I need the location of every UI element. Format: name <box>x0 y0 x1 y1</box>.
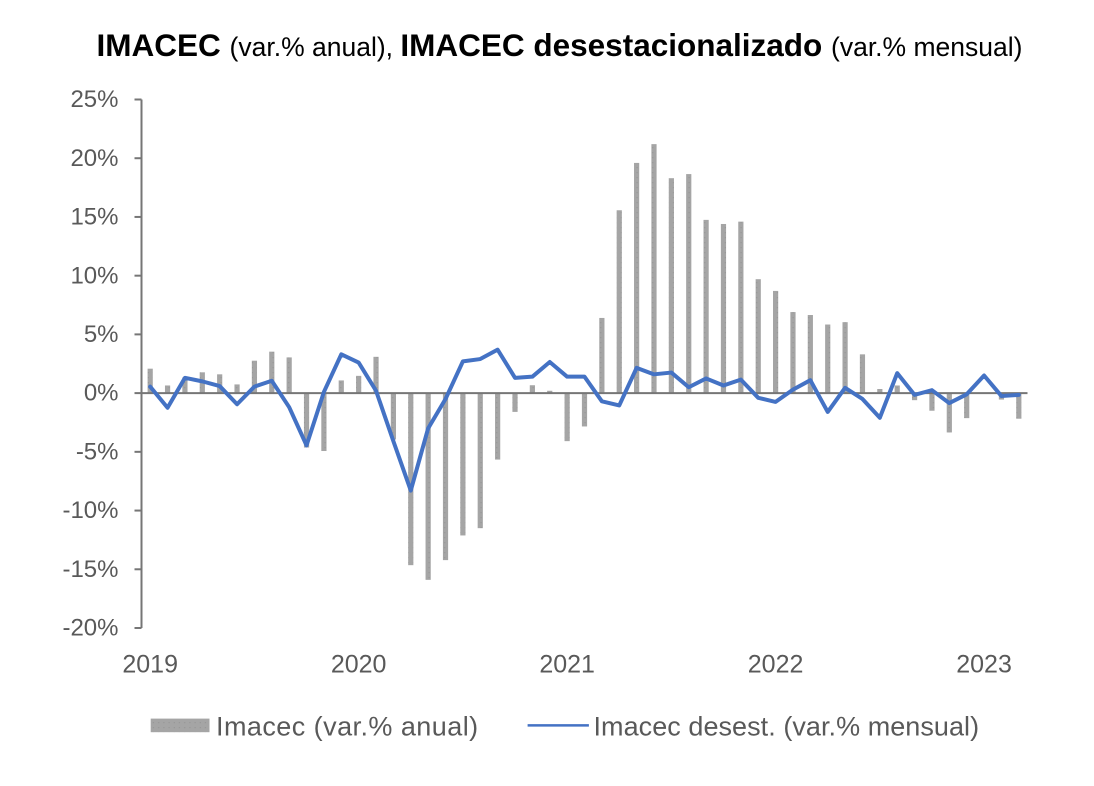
svg-text:2022: 2022 <box>748 651 804 679</box>
svg-text:2019: 2019 <box>122 651 178 679</box>
svg-text:IMACEC (var.% anual), IMACEC d: IMACEC (var.% anual), IMACEC desestacion… <box>97 27 1023 63</box>
svg-text:Imacec desest. (var.% mensual): Imacec desest. (var.% mensual) <box>594 711 980 741</box>
svg-text:-5%: -5% <box>76 438 119 465</box>
svg-text:2020: 2020 <box>331 651 387 679</box>
svg-text:2021: 2021 <box>539 651 595 679</box>
svg-text:-10%: -10% <box>62 497 118 524</box>
svg-text:Imacec (var.% anual): Imacec (var.% anual) <box>216 711 479 741</box>
svg-text:0%: 0% <box>84 380 119 407</box>
svg-text:-20%: -20% <box>62 615 118 642</box>
svg-text:25%: 25% <box>70 86 118 113</box>
svg-text:15%: 15% <box>70 204 118 231</box>
svg-text:5%: 5% <box>84 321 119 348</box>
svg-text:2023: 2023 <box>956 651 1012 679</box>
svg-text:20%: 20% <box>70 145 118 172</box>
svg-text:-15%: -15% <box>62 556 118 583</box>
svg-text:10%: 10% <box>70 262 118 289</box>
